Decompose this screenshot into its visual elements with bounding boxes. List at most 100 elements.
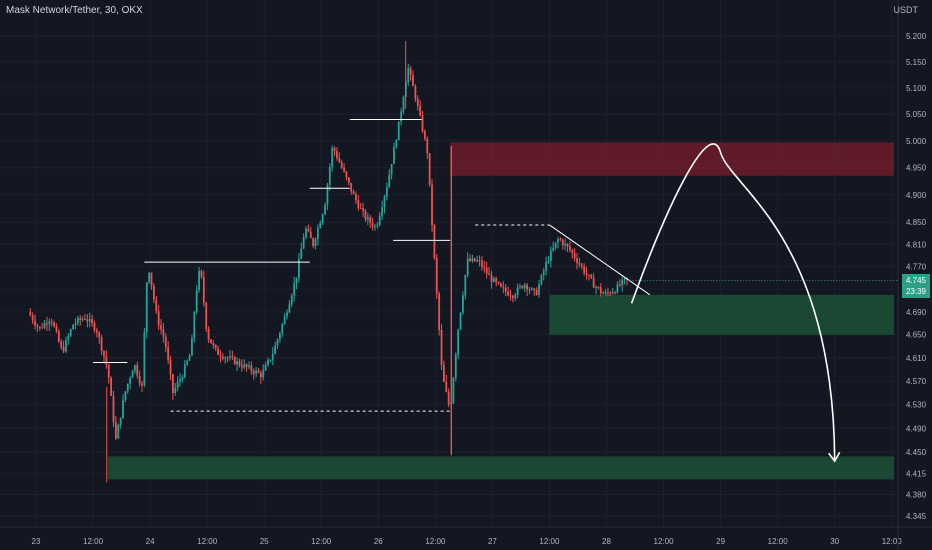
- candle-body: [526, 284, 529, 290]
- candle-body: [416, 98, 419, 106]
- candle-body: [481, 260, 483, 267]
- candle-body: [347, 177, 350, 183]
- candle-body: [492, 278, 495, 283]
- candle-body: [157, 311, 160, 326]
- candle-body: [240, 365, 243, 368]
- candle-body: [530, 288, 533, 290]
- candle-body: [328, 166, 331, 185]
- candle-body: [88, 319, 91, 322]
- candle-body: [274, 345, 277, 355]
- candle-body: [621, 279, 624, 286]
- candle-body: [305, 228, 307, 238]
- y-tick-label: 4.810: [906, 240, 927, 249]
- candle-body: [355, 194, 357, 201]
- candle-body: [67, 335, 70, 340]
- supply-zone: [450, 142, 895, 176]
- candle-body: [259, 372, 262, 378]
- candle-body: [412, 74, 414, 87]
- candle-body: [314, 239, 317, 247]
- candle-body: [133, 365, 136, 371]
- candle-body: [571, 249, 574, 253]
- candle-body: [516, 287, 519, 296]
- candle-body: [145, 282, 148, 333]
- projection-arrowhead: [828, 451, 841, 463]
- candle-body: [535, 290, 538, 295]
- candle-body: [359, 207, 362, 209]
- symbol-title[interactable]: Mask Network/Tether, 30, OKX: [6, 5, 143, 16]
- candle-body: [174, 387, 177, 394]
- candle-body: [374, 226, 376, 228]
- candle-body: [483, 266, 486, 268]
- candle-body: [38, 326, 41, 328]
- candle-body: [219, 354, 222, 357]
- candle-body: [485, 267, 488, 274]
- x-tick-label: 30: [830, 537, 839, 546]
- candle-body: [473, 258, 476, 262]
- candle-body: [312, 238, 315, 247]
- candle-body: [167, 347, 170, 361]
- candle-body: [423, 131, 426, 139]
- y-tick-label: 5.000: [906, 137, 927, 146]
- y-tick-label: 4.950: [906, 164, 927, 173]
- candle-body: [402, 96, 405, 112]
- candle-body: [229, 356, 231, 358]
- candle-body: [57, 331, 60, 342]
- candle-body: [257, 370, 260, 373]
- candle-body: [576, 258, 578, 264]
- candle-body: [381, 207, 384, 216]
- candle-body: [248, 365, 250, 367]
- candle-body: [76, 317, 79, 323]
- candle-body: [545, 262, 548, 271]
- candle-body: [528, 289, 531, 291]
- candle-body: [172, 374, 174, 394]
- x-tick-label: 25: [260, 537, 269, 546]
- candle-body: [519, 285, 521, 288]
- candle-body: [29, 311, 32, 316]
- candle-body: [616, 284, 619, 293]
- candle-body: [400, 111, 403, 122]
- candle-body: [552, 247, 555, 251]
- candle-body: [207, 328, 210, 340]
- candle-body: [338, 158, 341, 163]
- x-tick-label: 12:00: [882, 537, 903, 546]
- candle-body: [290, 295, 293, 305]
- candle-body: [65, 339, 67, 352]
- candle-body: [440, 329, 443, 365]
- candle-body: [55, 326, 58, 332]
- candle-body: [98, 332, 101, 338]
- candle-body: [286, 312, 288, 317]
- candle-body: [319, 222, 322, 228]
- candle-body: [559, 239, 562, 241]
- candle-body: [276, 339, 279, 346]
- candle-body: [114, 422, 117, 439]
- demand-zone: [549, 294, 895, 335]
- x-tick-label: 28: [602, 537, 611, 546]
- candle-body: [288, 304, 291, 313]
- candle-body: [183, 364, 186, 378]
- candle-body: [521, 285, 524, 288]
- candle-body: [385, 187, 388, 197]
- candle-body: [91, 319, 93, 323]
- candle-body: [369, 217, 372, 223]
- candle-body: [217, 348, 219, 355]
- candle-body: [281, 324, 284, 334]
- y-tick-label: 4.415: [906, 469, 927, 478]
- candle-body: [471, 258, 474, 262]
- candle-body: [150, 272, 153, 286]
- y-tick-label: 4.650: [906, 331, 927, 340]
- candle-body: [226, 357, 229, 359]
- levels-layer: [93, 119, 898, 412]
- candle-body: [454, 354, 457, 379]
- candle-body: [452, 378, 455, 404]
- x-tick-label: 12:00: [654, 537, 675, 546]
- candle-body: [345, 171, 348, 178]
- candle-body: [578, 263, 581, 265]
- x-tick-label: 23: [32, 537, 41, 546]
- candle-body: [84, 319, 86, 321]
- candle-body: [293, 283, 296, 296]
- candle-body: [533, 288, 536, 291]
- candle-body: [129, 377, 132, 384]
- candle-body: [93, 322, 96, 331]
- candle-body: [324, 204, 326, 215]
